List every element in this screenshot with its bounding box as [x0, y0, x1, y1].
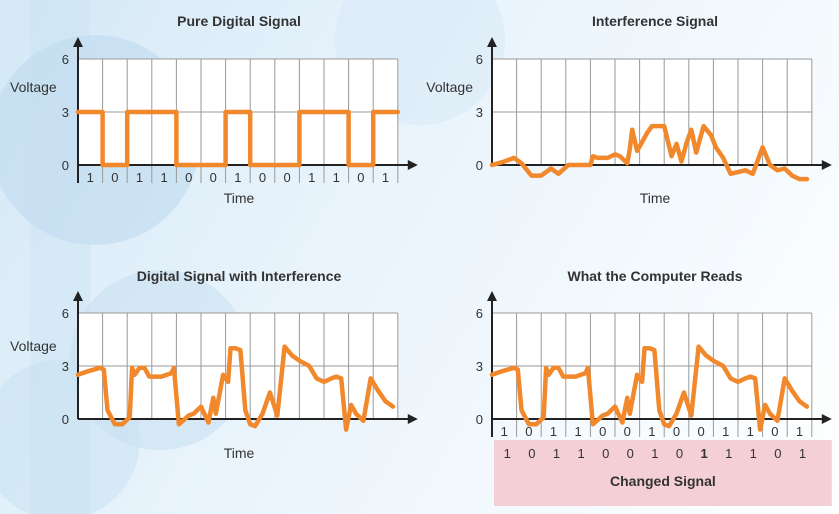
y-axis-arrow [487, 37, 497, 47]
bit-label: 1 [136, 170, 143, 185]
bit-label: 1 [501, 424, 508, 439]
x-axis-arrow [821, 414, 832, 424]
y-tick-label: 0 [62, 158, 69, 173]
bit-label: 0 [599, 424, 606, 439]
read-bit-label: 0 [774, 446, 781, 461]
y-tick-label: 3 [476, 359, 483, 374]
changed-signal-box [494, 440, 832, 506]
bit-label: 1 [796, 424, 803, 439]
x-axis-arrow [407, 160, 418, 170]
chart-panel-1: 0 3 6 Pure Digital Signal Voltage Time 1 0 1 1 0 0 1… [10, 13, 418, 206]
read-bit-label: 1 [750, 446, 757, 461]
x-axis-label: Time [640, 190, 671, 206]
read-bit-label: 0 [676, 446, 683, 461]
y-tick-label: 0 [476, 158, 483, 173]
bit-label: 1 [648, 424, 655, 439]
bit-label: 0 [259, 170, 266, 185]
chart-title: What the Computer Reads [567, 268, 742, 284]
read-bit-label: 0 [627, 446, 634, 461]
series-line [489, 344, 810, 432]
bit-label: 0 [283, 170, 290, 185]
y-axis-arrow [73, 291, 83, 301]
bit-label: 1 [747, 424, 754, 439]
chart-panel-2: 0 3 6 Interference Signal Voltage Time [426, 13, 832, 206]
y-axis-label: Voltage [10, 338, 57, 354]
y-tick-label: 3 [62, 359, 69, 374]
bit-label: 1 [333, 170, 340, 185]
bit-label: 0 [185, 170, 192, 185]
bit-label: 0 [357, 170, 364, 185]
bit-label: 1 [722, 424, 729, 439]
series-line [75, 109, 401, 168]
bit-label: 1 [234, 170, 241, 185]
bit-label: 0 [673, 424, 680, 439]
x-axis-arrow [821, 160, 832, 170]
bit-label: 1 [160, 170, 167, 185]
read-bit-label: 0 [528, 446, 535, 461]
chart-panel-3: 0 3 6 Digital Signal with Interference Volta… [10, 268, 418, 461]
read-bit-label: 1 [651, 446, 658, 461]
y-tick-label: 6 [476, 306, 483, 321]
changed-signal-label: Changed Signal [610, 473, 716, 489]
changed-bit-label: 1 [700, 446, 707, 461]
bit-label: 1 [550, 424, 557, 439]
read-bit-label: 1 [725, 446, 732, 461]
chart-title: Digital Signal with Interference [137, 268, 342, 284]
y-tick-label: 3 [62, 105, 69, 120]
x-axis-arrow [407, 414, 418, 424]
read-bit-label: 1 [577, 446, 584, 461]
bit-label: 0 [697, 424, 704, 439]
y-axis-arrow [487, 291, 497, 301]
bit-label: 0 [771, 424, 778, 439]
bit-label: 1 [308, 170, 315, 185]
y-axis-label: Voltage [426, 79, 473, 95]
series-line [489, 123, 810, 182]
y-tick-label: 0 [476, 412, 483, 427]
y-axis-label: Voltage [10, 79, 57, 95]
read-bit-label: 0 [602, 446, 609, 461]
y-axis-arrow [73, 37, 83, 47]
y-tick-label: 0 [62, 412, 69, 427]
y-tick-label: 6 [476, 52, 483, 67]
bit-label: 1 [87, 170, 94, 185]
bit-label: 0 [525, 424, 532, 439]
y-tick-label: 6 [62, 306, 69, 321]
y-tick-label: 3 [476, 105, 483, 120]
y-tick-label: 6 [62, 52, 69, 67]
bit-label: 0 [210, 170, 217, 185]
chart-title: Pure Digital Signal [177, 13, 301, 29]
bit-label: 1 [574, 424, 581, 439]
bit-label: 1 [382, 170, 389, 185]
x-axis-label: Time [224, 190, 255, 206]
read-bit-label: 1 [799, 446, 806, 461]
read-bit-label: 1 [553, 446, 560, 461]
chart-title: Interference Signal [592, 13, 718, 29]
bit-label: 0 [111, 170, 118, 185]
bit-label: 0 [624, 424, 631, 439]
x-axis-label: Time [224, 445, 255, 461]
series-line [75, 344, 396, 432]
read-bit-label: 1 [504, 446, 511, 461]
